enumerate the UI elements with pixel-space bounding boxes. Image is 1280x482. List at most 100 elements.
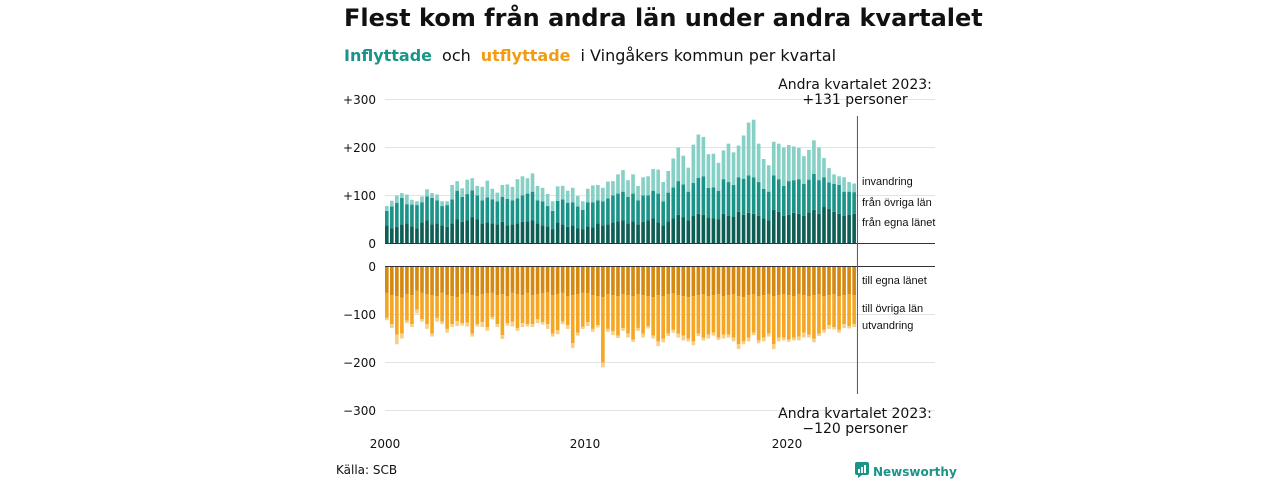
bar-in-0-70: [736, 211, 741, 244]
bar-in-1-86: [817, 180, 821, 214]
series-label-utvandring: utvandring: [862, 320, 913, 332]
bar-in-2-32: [545, 194, 550, 207]
subtitle-och: och: [442, 46, 471, 65]
bar-in-1-8: [425, 196, 429, 221]
bar-in-1-49: [631, 193, 635, 222]
bar-in-2-38: [575, 195, 580, 207]
bar-out-0-17: [470, 266, 475, 296]
bar-out-1-9: [430, 295, 434, 334]
y-tick-p200: +200: [343, 141, 376, 155]
bar-out-2-72: [746, 337, 751, 342]
bar-out-0-8: [425, 266, 429, 295]
bar-in-0-40: [586, 226, 590, 244]
bar-out-2-51: [641, 333, 645, 338]
bar-out-0-80: [787, 266, 791, 296]
bar-in-1-55: [661, 201, 665, 226]
bar-out-2-52: [646, 326, 650, 329]
bar-in-2-21: [490, 188, 495, 200]
bar-out-1-73: [751, 294, 756, 333]
bar-in-1-73: [751, 177, 756, 214]
bar-in-0-49: [631, 221, 635, 244]
y-tick-zero-in: 0: [368, 237, 376, 251]
bar-out-2-41: [591, 328, 595, 332]
bar-out-1-30: [535, 294, 540, 320]
bar-out-2-38: [575, 332, 580, 336]
bar-in-0-11: [440, 225, 444, 244]
bar-out-2-44: [606, 328, 610, 332]
bar-out-0-75: [761, 266, 766, 296]
outflow-bars: [385, 266, 856, 368]
x-tick-2000: 2000: [370, 437, 401, 451]
bar-in-0-30: [535, 223, 540, 244]
bar-out-2-31: [540, 322, 545, 325]
bar-in-2-90: [837, 176, 841, 185]
bar-out-2-40: [586, 322, 590, 327]
bar-in-2-18: [475, 185, 480, 196]
bar-in-2-20: [485, 180, 490, 198]
bar-in-1-28: [525, 193, 530, 222]
bar-in-2-34: [555, 186, 560, 201]
bar-out-1-26: [515, 294, 520, 328]
bar-out-2-57: [671, 329, 676, 333]
bar-out-0-5: [410, 266, 414, 296]
bar-in-1-51: [641, 195, 645, 222]
bar-out-0-9: [430, 266, 434, 296]
bar-in-2-56: [666, 171, 671, 193]
bar-in-1-37: [570, 202, 575, 226]
bar-in-2-76: [766, 165, 771, 192]
bar-in-1-17: [470, 190, 475, 218]
bar-out-2-11: [440, 321, 444, 325]
bar-out-0-72: [746, 266, 751, 296]
bar-out-1-35: [560, 292, 565, 322]
bar-out-0-91: [842, 266, 846, 296]
bar-in-0-1: [390, 228, 394, 244]
bar-in-0-53: [651, 218, 655, 244]
bar-out-0-15: [460, 266, 464, 295]
bar-out-1-69: [731, 294, 736, 338]
bar-out-1-32: [545, 292, 550, 325]
bar-in-2-60: [686, 167, 691, 192]
bar-out-0-68: [726, 266, 731, 296]
y-tick-zero-out: 0: [368, 260, 376, 274]
bar-out-1-74: [756, 296, 761, 341]
bar-out-2-6: [415, 309, 419, 314]
bar-out-2-29: [530, 324, 535, 327]
bar-out-0-59: [681, 266, 686, 297]
bar-in-2-10: [435, 194, 439, 201]
bar-out-2-73: [751, 332, 756, 336]
bar-out-2-2: [395, 334, 399, 345]
bar-in-2-46: [616, 174, 620, 194]
bar-in-1-16: [465, 194, 470, 221]
bar-out-0-24: [505, 266, 510, 297]
bar-in-2-14: [455, 181, 459, 191]
bar-out-0-3: [400, 266, 404, 298]
bar-out-2-14: [455, 321, 459, 327]
bar-in-0-14: [455, 219, 459, 244]
bar-out-1-29: [530, 295, 535, 325]
bar-in-2-53: [651, 169, 655, 191]
bar-in-0-61: [691, 215, 696, 244]
bar-out-2-46: [616, 335, 620, 339]
bar-in-2-24: [505, 184, 510, 199]
bar-in-0-39: [580, 229, 585, 244]
bar-in-2-35: [560, 185, 565, 200]
bar-out-2-35: [560, 321, 565, 325]
bar-in-1-70: [736, 177, 741, 212]
bar-in-1-67: [721, 179, 726, 214]
bar-out-0-85: [812, 266, 816, 296]
bar-in-1-25: [510, 200, 515, 225]
bar-in-2-66: [716, 162, 721, 191]
bar-in-0-48: [626, 223, 630, 244]
bar-in-2-92: [847, 182, 851, 192]
bar-out-2-69: [731, 337, 736, 342]
bar-out-0-86: [817, 266, 821, 295]
bar-out-1-65: [711, 295, 716, 333]
bar-in-2-73: [751, 119, 756, 178]
bar-out-0-71: [741, 266, 746, 298]
bar-out-1-50: [636, 294, 640, 328]
bar-out-0-82: [797, 266, 801, 295]
bar-in-0-54: [656, 222, 660, 244]
bar-in-2-86: [817, 147, 821, 181]
bar-out-1-68: [726, 295, 731, 335]
bar-in-1-33: [550, 210, 555, 230]
